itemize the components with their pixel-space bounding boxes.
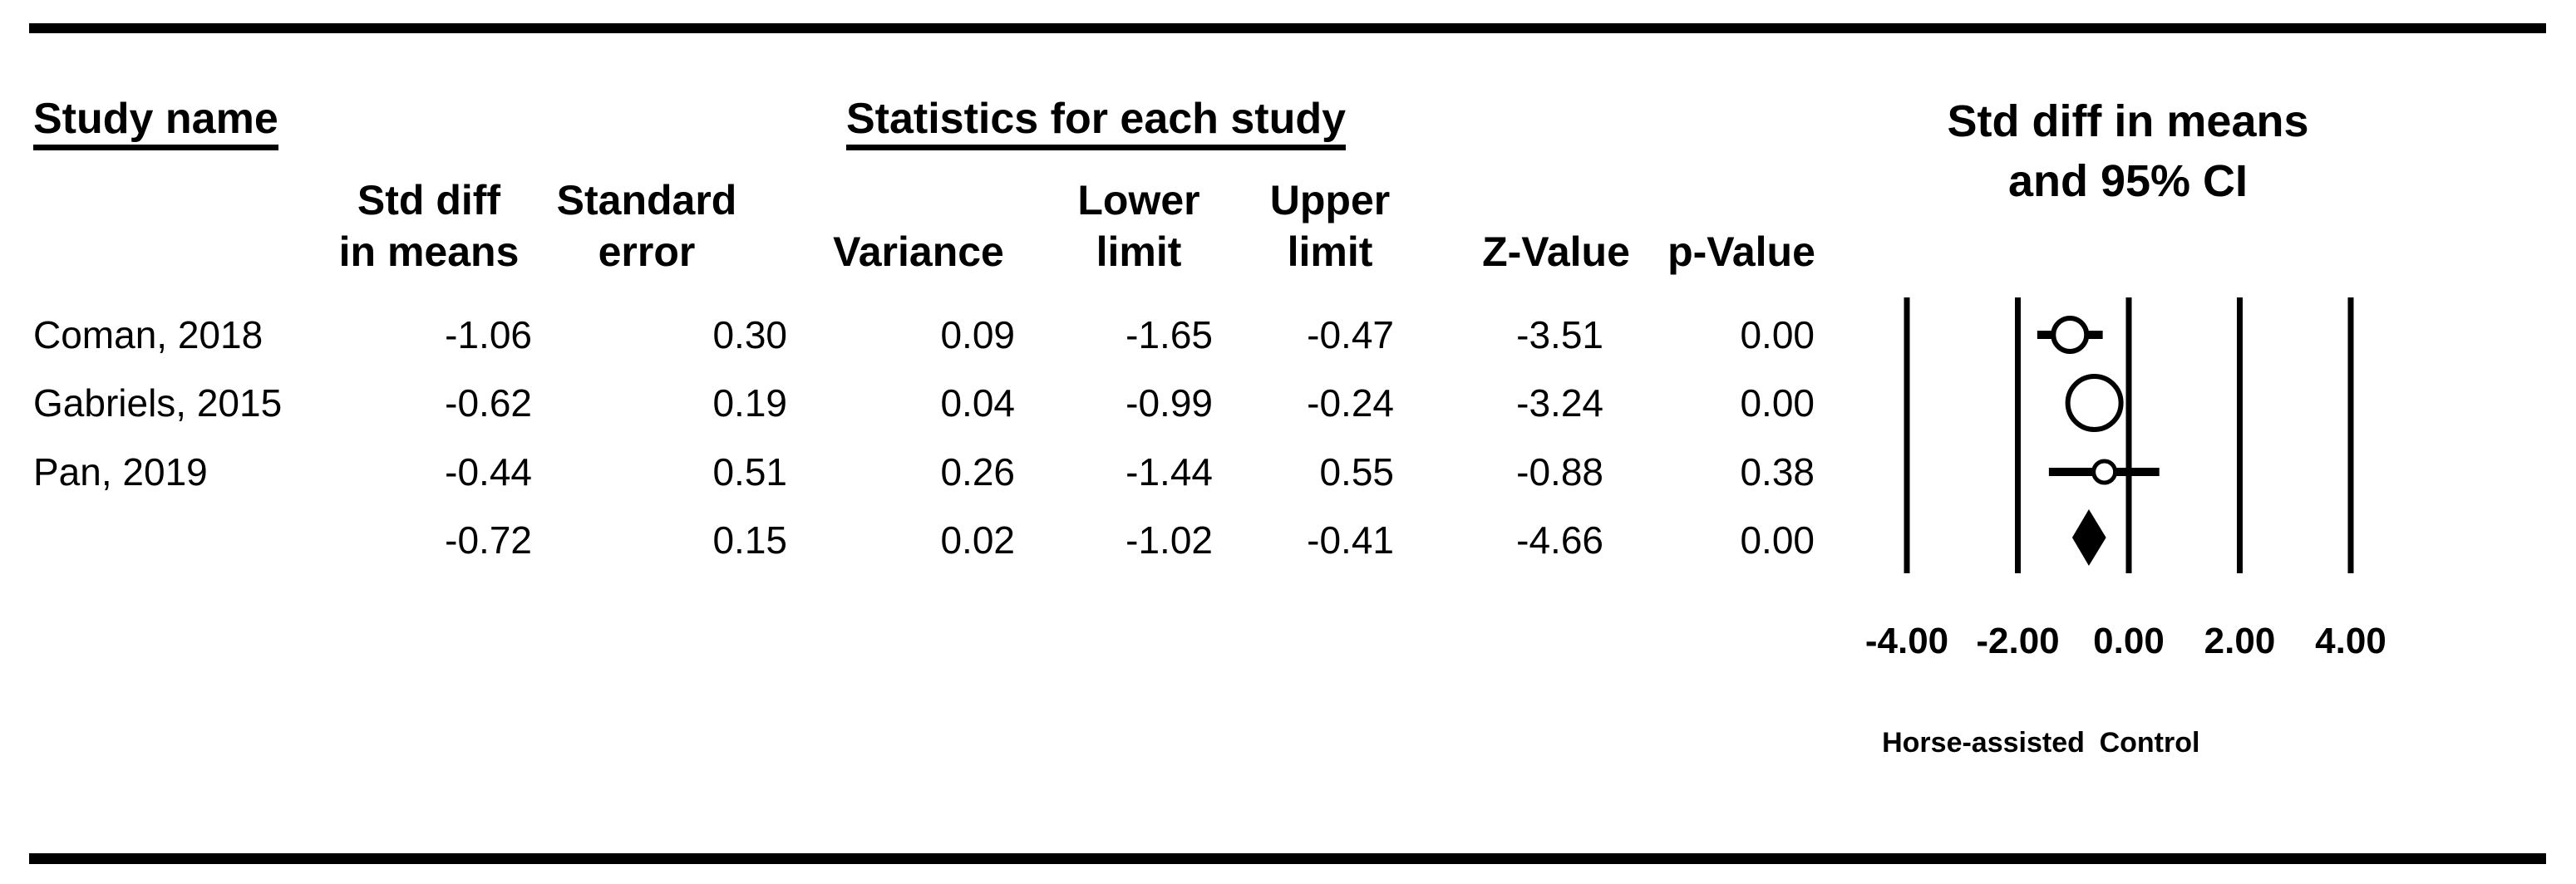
col-header-std-err-line2: error [598, 228, 696, 275]
axis-tick-label: 0.00 [2093, 621, 2165, 661]
z-value-cell: -3.24 [1516, 381, 1603, 425]
table-row: Pan, 2019 -0.44 0.51 0.26 -1.44 0.55 -0.… [0, 450, 2576, 494]
axis-tick-label: -2.00 [1976, 621, 2059, 661]
std-err-cell: 0.19 [712, 381, 787, 425]
lower-limit-cell: -1.44 [1125, 450, 1213, 494]
std-err-cell: 0.15 [712, 518, 787, 562]
z-value-cell: -3.51 [1516, 313, 1603, 356]
lower-limit-cell: -1.65 [1125, 313, 1213, 356]
std-diff-cell: -0.72 [445, 518, 532, 562]
col-header-lower-line2: limit [1096, 228, 1182, 275]
axis-tick-label: -4.00 [1865, 621, 1948, 661]
lower-limit-cell: -1.02 [1125, 518, 1213, 562]
statistics-group-header: Statistics for each study [846, 96, 1347, 150]
effect-marker [2051, 316, 2090, 354]
col-header-upper-line1: Upper [1269, 177, 1391, 223]
bottom-rule [29, 853, 2546, 864]
variance-cell: 0.02 [940, 518, 1015, 562]
forest-plot: -4.00 -2.00 0.00 2.00 4.00 [1865, 297, 2386, 661]
favours-left-label: Horse-assisted [1882, 727, 2085, 759]
upper-limit-cell: -0.41 [1307, 518, 1394, 562]
plot-title: Std diff in means and 95% CI [1879, 91, 2377, 211]
std-diff-cell: -0.62 [445, 381, 532, 425]
study-name-cell: Gabriels, 2015 [33, 381, 283, 425]
variance-cell: 0.09 [940, 313, 1015, 356]
col-header-std-diff-line1: Std diff [357, 177, 501, 223]
col-header-lower-line1: Lower [1077, 177, 1200, 223]
study-name-cell: Pan, 2019 [33, 450, 208, 494]
table-row: Coman, 2018 -1.06 0.30 0.09 -1.65 -0.47 … [0, 313, 2576, 356]
effect-marker [2091, 459, 2118, 485]
study-name-cell: Coman, 2018 [33, 313, 264, 356]
p-value-cell: 0.00 [1740, 381, 1815, 425]
col-header-variance: Variance [833, 228, 1004, 275]
pooled-diamond [2071, 509, 2106, 566]
std-err-cell: 0.51 [712, 450, 787, 494]
table-row: Gabriels, 2015 -0.62 0.19 0.04 -0.99 -0.… [0, 381, 2576, 425]
std-diff-cell: -1.06 [445, 313, 532, 356]
col-header-upper-line2: limit [1287, 228, 1373, 275]
study-name-header: Study name [33, 96, 278, 150]
p-value-cell: 0.00 [1740, 518, 1815, 562]
col-header-std-err-line1: Standard [556, 177, 737, 223]
upper-limit-cell: -0.47 [1307, 313, 1394, 356]
p-value-cell: 0.00 [1740, 313, 1815, 356]
table-row-pooled: -0.72 0.15 0.02 -1.02 -0.41 -4.66 0.00 [0, 518, 2576, 562]
upper-limit-cell: 0.55 [1319, 450, 1394, 494]
col-header-p-value: p-Value [1667, 228, 1815, 275]
col-header-std-diff-line2: in means [338, 228, 520, 275]
upper-limit-cell: -0.24 [1307, 381, 1394, 425]
std-diff-cell: -0.44 [445, 450, 532, 494]
lower-limit-cell: -0.99 [1125, 381, 1213, 425]
p-value-cell: 0.38 [1740, 450, 1815, 494]
axis-tick-label: 2.00 [2204, 621, 2276, 661]
effect-marker [2065, 374, 2124, 432]
axis-tick-label: 4.00 [2315, 621, 2386, 661]
col-header-z-value: Z-Value [1482, 228, 1630, 275]
favours-right-label: Control [2099, 727, 2200, 759]
top-rule [29, 23, 2546, 33]
plot-title-line2: and 95% CI [2007, 156, 2248, 206]
z-value-cell: -0.88 [1516, 450, 1603, 494]
std-err-cell: 0.30 [712, 313, 787, 356]
plot-title-line1: Std diff in means [1947, 96, 2309, 146]
variance-cell: 0.04 [940, 381, 1015, 425]
variance-cell: 0.26 [940, 450, 1015, 494]
z-value-cell: -4.66 [1516, 518, 1603, 562]
